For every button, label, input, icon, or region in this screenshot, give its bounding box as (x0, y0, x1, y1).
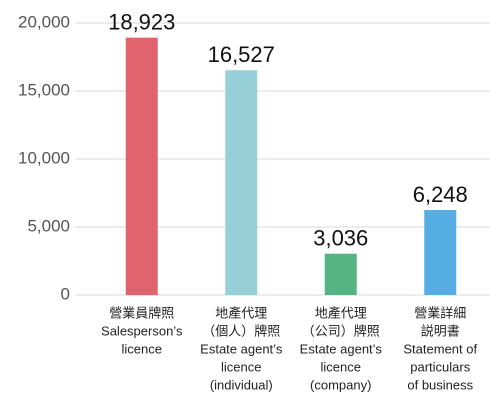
x-tick-label: particulars (410, 359, 470, 374)
bar (225, 70, 258, 295)
x-tick-label: Salesperson’s (101, 323, 183, 338)
bar (324, 253, 357, 295)
y-tick-label: 20,000 (18, 12, 70, 31)
value-label: 3,036 (313, 226, 368, 251)
y-tick-label: 0 (61, 284, 70, 303)
value-label: 16,527 (208, 42, 275, 67)
x-tick-label: (individual) (210, 377, 273, 392)
x-tick-label: 説明書 (421, 323, 460, 338)
x-tick-label: Estate agent’s (200, 341, 283, 356)
x-tick-label: of business (407, 377, 473, 392)
x-tick-label: （個人）牌照 (202, 323, 280, 338)
x-tick-label: licence (122, 341, 162, 356)
y-tick-label: 10,000 (18, 148, 70, 167)
bar (125, 37, 158, 295)
bar (424, 210, 457, 295)
value-label: 18,923 (108, 9, 175, 34)
x-tick-label: Statement of (403, 341, 477, 356)
x-tick-label: licence (221, 359, 261, 374)
x-tick-label: licence (321, 359, 361, 374)
x-tick-label: 營業員牌照 (109, 305, 174, 320)
x-tick-label: Estate agent’s (300, 341, 383, 356)
x-tick-label: 地產代理 (315, 305, 367, 320)
y-tick-label: 15,000 (18, 80, 70, 99)
value-label: 6,248 (413, 182, 468, 207)
y-tick-label: 5,000 (27, 216, 70, 235)
x-tick-label: （公司）牌照 (302, 323, 380, 338)
x-tick-label: 營業詳細 (414, 305, 466, 320)
x-tick-label: 地產代理 (215, 305, 267, 320)
x-tick-label: (company) (310, 377, 371, 392)
